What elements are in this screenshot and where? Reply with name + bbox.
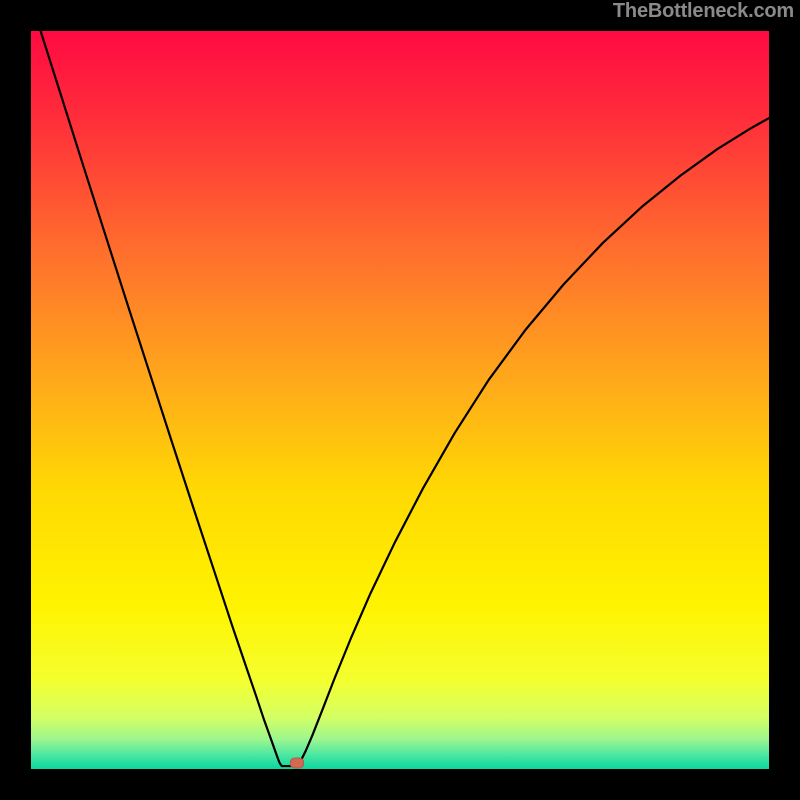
bottleneck-curve — [0, 0, 800, 800]
watermark-text: TheBottleneck.com — [613, 0, 794, 23]
chart-root: TheBottleneck.com — [0, 0, 800, 800]
optimal-point-marker — [290, 758, 304, 769]
